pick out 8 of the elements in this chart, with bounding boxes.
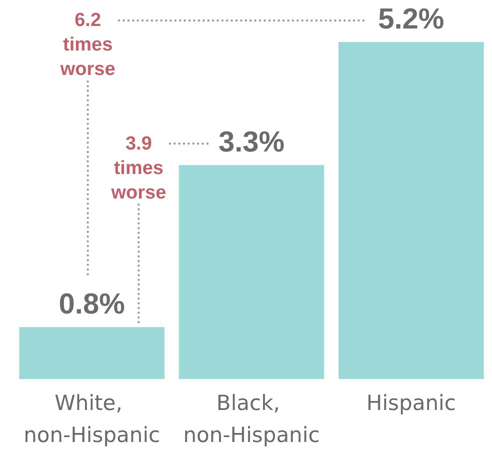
annotation: 3.9 times worse <box>110 133 166 204</box>
x-tick-label: White, non-Hispanic <box>24 391 160 447</box>
annotation: 6.2 times worse <box>59 10 116 80</box>
data-label: 0.8% <box>58 288 126 321</box>
x-tick-label: Black, non-Hispanic <box>183 391 320 447</box>
x-tick-label: Hispanic <box>366 391 456 415</box>
data-label: 3.3% <box>218 126 285 159</box>
data-label: 5.2% <box>378 4 444 36</box>
